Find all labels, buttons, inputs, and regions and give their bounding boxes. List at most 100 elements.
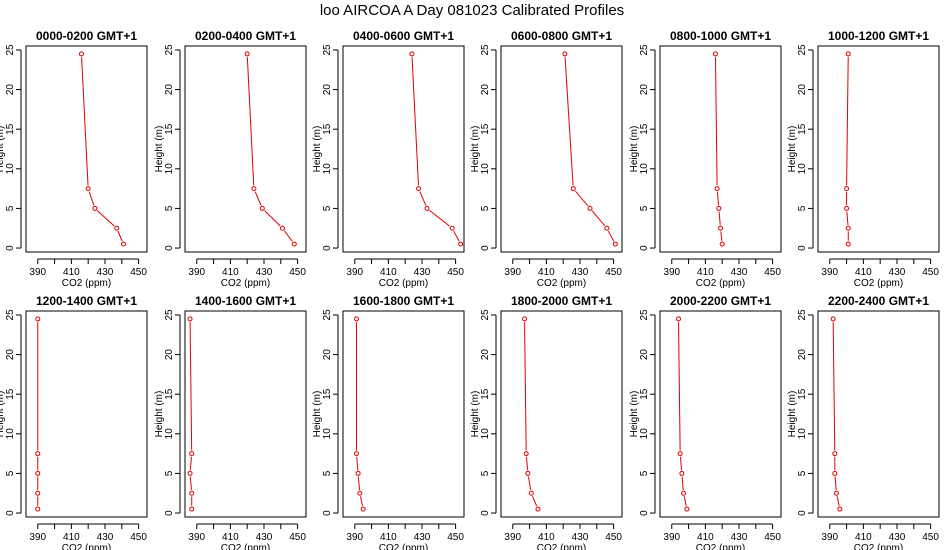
profile-segment: [832, 322, 836, 451]
y-tick-label: 15: [5, 388, 16, 400]
x-tick-label: 410: [538, 532, 555, 543]
profile-point: [684, 506, 690, 512]
x-tick-label: 410: [697, 532, 714, 543]
profile-point: [85, 186, 91, 192]
x-tick-label: 450: [447, 267, 464, 278]
y-tick-label: 10: [480, 163, 491, 175]
y-tick-label: 10: [164, 163, 175, 175]
x-tick-label: 430: [731, 267, 748, 278]
y-tick-label: 15: [639, 123, 650, 135]
y-axis-label: Height (m): [629, 391, 640, 438]
profile-point: [78, 51, 84, 57]
profile-point: [675, 316, 681, 322]
y-tick-label: 25: [322, 309, 333, 321]
y-tick-label: 10: [480, 428, 491, 440]
y-tick-label: 0: [5, 510, 16, 516]
profile-panel-4: 0600-0800 GMT+1 390 410 430 450 CO2 (ppm) 0 5 10…: [470, 29, 623, 289]
y-axis-label: Height (m): [312, 126, 323, 173]
profile-point: [719, 241, 725, 247]
y-tick-label: 20: [797, 349, 808, 361]
y-tick-label: 25: [322, 44, 333, 56]
x-tick-label: 430: [97, 532, 114, 543]
y-tick-label: 10: [5, 428, 16, 440]
profile-panel-5: 0800-1000 GMT+1 390 410 430 450 CO2 (ppm) 0 5 10…: [629, 29, 782, 289]
y-tick-label: 5: [797, 470, 808, 476]
profile-panel-3: 0400-0600 GMT+1 390 410 430 450 CO2 (ppm) 0 5 10…: [312, 29, 465, 289]
y-tick-label: 15: [5, 123, 16, 135]
profile-panel-9: 1600-1800 GMT+1 390 410 430 450 CO2 (ppm) 0 5 10…: [312, 294, 465, 550]
y-tick-label: 0: [164, 245, 175, 251]
profile-point: [409, 51, 415, 57]
profile-point: [353, 316, 359, 322]
profile-segment: [681, 476, 684, 491]
profile-segment: [81, 57, 89, 186]
x-tick-label: 450: [289, 532, 306, 543]
y-tick-label: 10: [5, 163, 16, 175]
profile-segment: [357, 476, 361, 491]
y-tick-label: 10: [797, 163, 808, 175]
y-tick-label: 15: [797, 123, 808, 135]
x-axis-label: CO2 (ppm): [379, 543, 428, 550]
profile-point: [718, 225, 723, 231]
profile-segment: [836, 496, 840, 507]
x-tick-label: 430: [414, 267, 431, 278]
profile-segment: [564, 57, 574, 186]
y-tick-label: 25: [5, 309, 16, 321]
y-tick-label: 0: [480, 245, 491, 251]
profile-point: [587, 205, 593, 211]
profile-panel-12: 2200-2400 GMT+1 390 410 430 450 CO2 (ppm) 0 5 10…: [787, 294, 940, 550]
x-tick-label: 430: [572, 267, 589, 278]
y-tick-label: 10: [322, 428, 333, 440]
plot-frame: [659, 310, 782, 518]
y-tick-label: 10: [639, 428, 650, 440]
x-tick-label: 450: [922, 532, 939, 543]
profile-segment: [453, 230, 460, 242]
y-tick-label: 5: [5, 470, 16, 476]
profile-point: [844, 205, 850, 211]
profile-segment: [679, 456, 683, 471]
y-axis-label: Height (m): [787, 391, 798, 438]
panel-title: 0200-0400 GMT+1: [195, 29, 296, 43]
y-tick-label: 25: [480, 44, 491, 56]
y-axis-label: Height (m): [0, 126, 6, 173]
profile-point: [114, 225, 120, 231]
plot-frame: [500, 310, 623, 518]
y-tick-label: 5: [639, 205, 650, 211]
profile-segment: [714, 57, 718, 186]
profile-point: [35, 470, 41, 476]
profile-point: [355, 470, 361, 476]
y-tick-label: 20: [5, 84, 16, 96]
profile-point: [679, 470, 685, 476]
plot-frame: [25, 45, 148, 253]
y-tick-label: 0: [322, 245, 333, 251]
x-axis-label: CO2 (ppm): [854, 543, 903, 550]
panel-title: 0000-0200 GMT+1: [36, 29, 137, 43]
profile-segment: [591, 210, 606, 227]
y-tick-label: 20: [322, 84, 333, 96]
y-tick-label: 25: [5, 44, 16, 56]
profile-point: [525, 470, 531, 476]
profile-point: [535, 506, 541, 512]
y-tick-label: 10: [797, 428, 808, 440]
profile-segment: [356, 456, 359, 471]
profile-segment: [88, 191, 95, 206]
profile-point: [35, 506, 41, 512]
profile-panel-8: 1400-1600 GMT+1 390 410 430 450 CO2 (ppm) 0 5 10…: [154, 294, 307, 550]
y-tick-label: 5: [164, 470, 175, 476]
y-tick-label: 5: [322, 470, 333, 476]
y-tick-label: 25: [797, 309, 808, 321]
profile-point: [244, 51, 250, 57]
x-tick-label: 390: [504, 532, 521, 543]
y-tick-label: 25: [797, 44, 808, 56]
x-tick-label: 450: [605, 532, 622, 543]
y-tick-label: 15: [322, 388, 333, 400]
profile-point: [833, 490, 839, 496]
profile-point: [357, 490, 363, 496]
panel-title: 2200-2400 GMT+1: [828, 294, 929, 308]
y-tick-label: 5: [797, 205, 808, 211]
x-tick-label: 450: [447, 532, 464, 543]
profile-point: [844, 186, 850, 192]
profile-segment: [117, 230, 123, 242]
x-tick-label: 410: [855, 532, 872, 543]
y-axis-label: Height (m): [154, 126, 165, 173]
